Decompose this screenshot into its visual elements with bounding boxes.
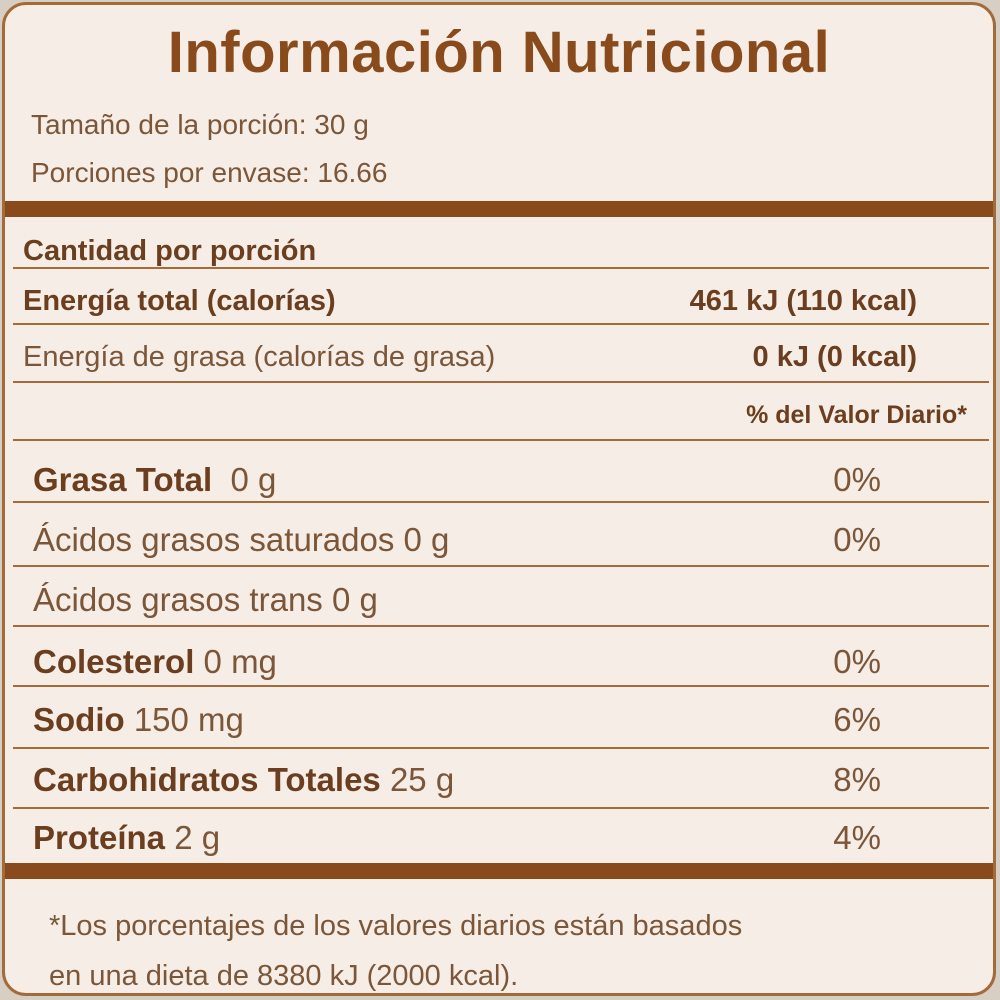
nutrient-name: Colesterol [33,643,195,680]
nutrient-amount: 25 g [389,761,455,798]
divider [13,439,989,441]
footnote-line-2: en una dieta de 8380 kJ (2000 kcal). [49,960,519,992]
footnote-line-1: *Los porcentajes de los valores diarios … [49,910,743,942]
nutrient-label: Colesterol 0 mg [33,643,277,681]
nutrient-amount: 0 mg [203,643,277,680]
nutrient-label: Ácidos grasos trans 0 g [33,581,378,618]
footnote: *Los porcentajes de los valores diarios … [49,901,969,993]
nutrient-row-cholesterol: Colesterol 0 mg 0% [5,639,993,685]
divider [13,747,989,749]
nutrient-daily-value: 8% [833,761,881,798]
servings-per-container: Porciones por envase: 16.66 [31,157,388,188]
label-title: Información Nutricional [167,20,831,85]
nutrient-daily-value: 6% [833,701,881,738]
nutrient-name: Sodio [33,701,125,738]
nutrient-row-sodium: Sodio 150 mg 6% [5,697,993,743]
nutrient-label: Ácidos grasos saturados 0 g [33,521,450,558]
nutrient-daily-value: 0% [833,643,881,680]
divider [13,323,989,325]
energy-row: Energía total (calorías) 461 kJ (110 kca… [5,281,993,321]
nutrient-name: Carbohidratos Totales [33,761,381,798]
nutrient-row-total-fat: Grasa Total 0 g 0% [5,457,993,503]
divider [13,267,989,269]
nutrient-label: Grasa Total 0 g [33,461,276,499]
fat-energy-value: 0 kJ (0 kcal) [752,340,917,373]
nutrient-row-saturated-fat: Ácidos grasos saturados 0 g 0% [5,517,993,563]
nutrient-daily-value: 0% [833,521,881,558]
nutrient-name: Grasa Total [33,461,213,498]
fat-energy-label: Energía de grasa (calorías de grasa) [23,340,496,373]
thick-divider-top [5,201,993,217]
nutrient-row-protein: Proteína 2 g 4% [5,815,993,861]
amount-per-serving-row: Cantidad por porción [5,231,993,271]
nutrient-name: Proteína [33,819,166,856]
fat-energy-row: Energía de grasa (calorías de grasa) 0 k… [5,337,993,377]
divider [13,625,989,627]
nutrient-daily-value: 4% [833,819,881,856]
daily-value-header-row: % del Valor Diario* [5,395,993,435]
divider [13,501,989,503]
divider [13,381,989,383]
nutrient-label: Carbohidratos Totales 25 g [33,761,454,799]
nutrient-amount: 2 g [174,819,221,856]
divider [13,565,989,567]
amount-per-serving-label: Cantidad por porción [23,234,317,267]
nutrient-row-trans-fat: Ácidos grasos trans 0 g [5,577,993,623]
nutrient-amount: 0 g [230,461,277,498]
divider [13,807,989,809]
daily-value-header: % del Valor Diario* [746,400,967,429]
thick-divider-bottom [5,863,993,879]
energy-value: 461 kJ (110 kcal) [689,284,917,317]
nutrient-daily-value: 0% [833,461,881,498]
energy-label: Energía total (calorías) [23,284,336,317]
nutrient-amount: 150 mg [133,701,244,738]
nutrient-label: Proteína 2 g [33,819,220,857]
nutrient-label: Sodio 150 mg [33,701,244,739]
divider [13,685,989,687]
serving-size: Tamaño de la porción: 30 g [31,109,369,140]
nutrient-row-carbohydrates: Carbohidratos Totales 25 g 8% [5,757,993,803]
